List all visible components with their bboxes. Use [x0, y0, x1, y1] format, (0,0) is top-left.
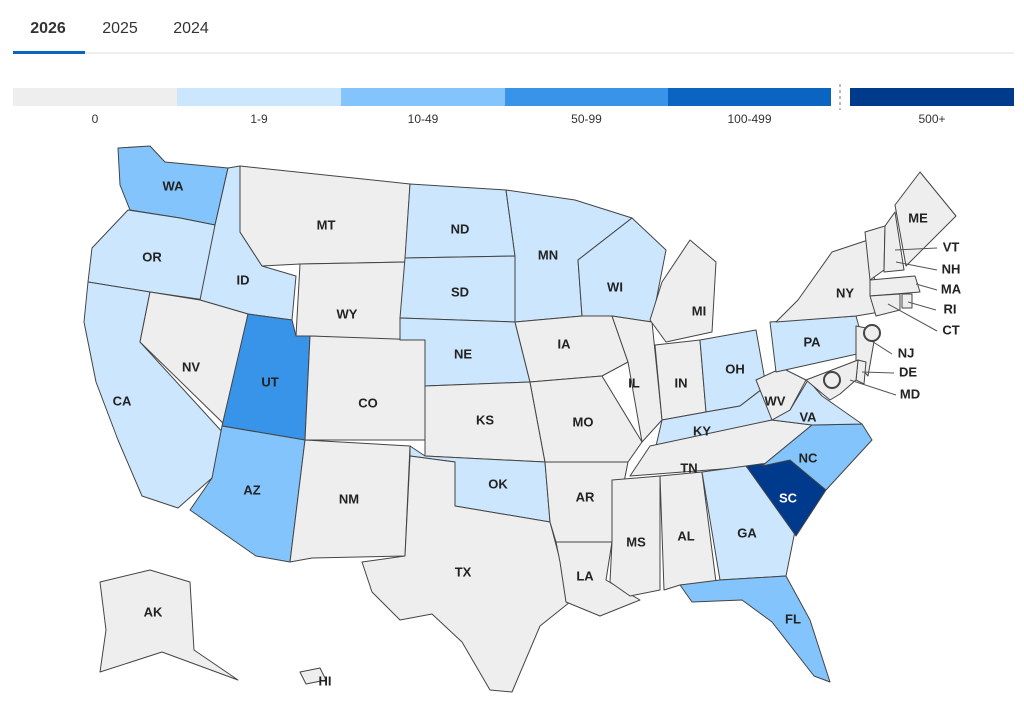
legend-label: 10-49	[408, 112, 439, 126]
state-label: SC	[779, 490, 798, 505]
state-label: IA	[558, 336, 572, 351]
state-shape[interactable]	[295, 261, 406, 341]
state-shape[interactable]	[775, 239, 881, 323]
state-shape[interactable]	[901, 293, 913, 309]
state-label: DE	[899, 364, 917, 379]
state-shape[interactable]	[239, 165, 411, 267]
state-label: PA	[803, 334, 821, 349]
callout-line	[915, 283, 938, 291]
state-label: NC	[799, 450, 818, 465]
state-shape[interactable]	[529, 375, 643, 463]
legend-swatch	[668, 88, 831, 106]
state-label: KS	[476, 412, 494, 427]
state-label: RI	[944, 301, 957, 316]
state-label: VT	[943, 239, 960, 254]
year-tab[interactable]: 2024	[173, 20, 209, 37]
state-label: NM	[339, 491, 359, 506]
legend-swatch	[13, 88, 177, 106]
callout-line	[861, 371, 895, 374]
legend-label: 500+	[918, 112, 945, 126]
state-label: MD	[900, 386, 920, 401]
state-shape[interactable]	[361, 455, 571, 693]
state-label: MN	[538, 247, 558, 262]
callout-line	[869, 339, 893, 355]
state-shape[interactable]	[869, 293, 901, 317]
state-labels: WA OR CA ID NV MT WY UT CO AZ NM ND SD NE KS OK TX MN IA MO…	[113, 178, 962, 688]
state-label: ME	[908, 210, 928, 225]
legend-label: 100-499	[727, 112, 771, 126]
state-label: MS	[626, 534, 646, 549]
state-label: CO	[358, 395, 378, 410]
state-label: MO	[573, 414, 594, 429]
state-label: WA	[163, 178, 185, 193]
state-label: WI	[607, 279, 623, 294]
state-label: LA	[576, 568, 594, 583]
state-label: WV	[765, 393, 786, 408]
state-label: CA	[113, 393, 132, 408]
state-shape[interactable]	[894, 171, 957, 267]
state-shape[interactable]	[299, 667, 327, 685]
dc-marker	[823, 371, 841, 389]
state-shape[interactable]	[555, 541, 641, 617]
legend-swatch	[850, 88, 1014, 106]
legend-swatch	[177, 88, 341, 106]
active-tab-underline	[13, 51, 85, 54]
year-tab[interactable]: 2025	[102, 20, 138, 37]
callout-line	[895, 261, 938, 271]
state-label: MT	[317, 217, 336, 232]
state-label: AR	[576, 489, 595, 504]
state-label: TX	[455, 564, 472, 579]
state-label: ID	[237, 272, 250, 287]
state-label: AZ	[243, 482, 260, 497]
state-shape[interactable]	[514, 315, 629, 383]
state-shape[interactable]	[649, 239, 717, 343]
state-shape[interactable]	[869, 275, 921, 297]
callout-line	[907, 301, 937, 311]
state-label: FL	[785, 611, 801, 626]
nyc-marker	[863, 324, 881, 342]
state-label: MI	[692, 303, 706, 318]
state-label: MA	[941, 281, 962, 296]
legend-swatch	[505, 88, 668, 106]
state-label: SD	[451, 284, 469, 299]
state-shape[interactable]	[289, 439, 411, 563]
legend-label: 1-9	[250, 112, 268, 126]
state-label: CT	[942, 322, 959, 337]
state-shape[interactable]	[99, 569, 239, 681]
state-label: IL	[628, 375, 640, 390]
legend-swatch	[341, 88, 505, 106]
state-label: NH	[942, 261, 961, 276]
year-tab[interactable]: 2026	[30, 20, 66, 37]
state-label: AK	[144, 604, 163, 619]
state-shape[interactable]	[701, 465, 797, 581]
state-label: VA	[799, 409, 817, 424]
state-label: WY	[337, 306, 358, 321]
state-label: OH	[725, 361, 745, 376]
state-label: NJ	[898, 345, 915, 360]
legend-label: 50-99	[571, 112, 602, 126]
state-label: HI	[319, 673, 332, 688]
state-label: KY	[693, 423, 711, 438]
state-label: OR	[142, 249, 162, 264]
callout-line	[894, 247, 938, 251]
callout-line	[849, 379, 897, 396]
state-shape[interactable]	[304, 335, 426, 441]
state-label: IN	[675, 375, 688, 390]
legend-label: 0	[92, 112, 99, 126]
state-label: GA	[737, 525, 757, 540]
state-label: NY	[836, 285, 854, 300]
state-label: OK	[488, 476, 508, 491]
state-shape[interactable]	[611, 315, 663, 443]
state-label: NE	[454, 346, 472, 361]
us-map	[83, 145, 957, 693]
state-shape[interactable]	[883, 211, 905, 273]
state-label: NV	[182, 359, 200, 374]
state-label: TN	[680, 460, 697, 475]
state-label: UT	[261, 374, 278, 389]
state-label: AL	[677, 528, 694, 543]
state-shape[interactable]	[679, 575, 831, 683]
state-label: ND	[451, 221, 470, 236]
callout-line	[887, 303, 938, 332]
